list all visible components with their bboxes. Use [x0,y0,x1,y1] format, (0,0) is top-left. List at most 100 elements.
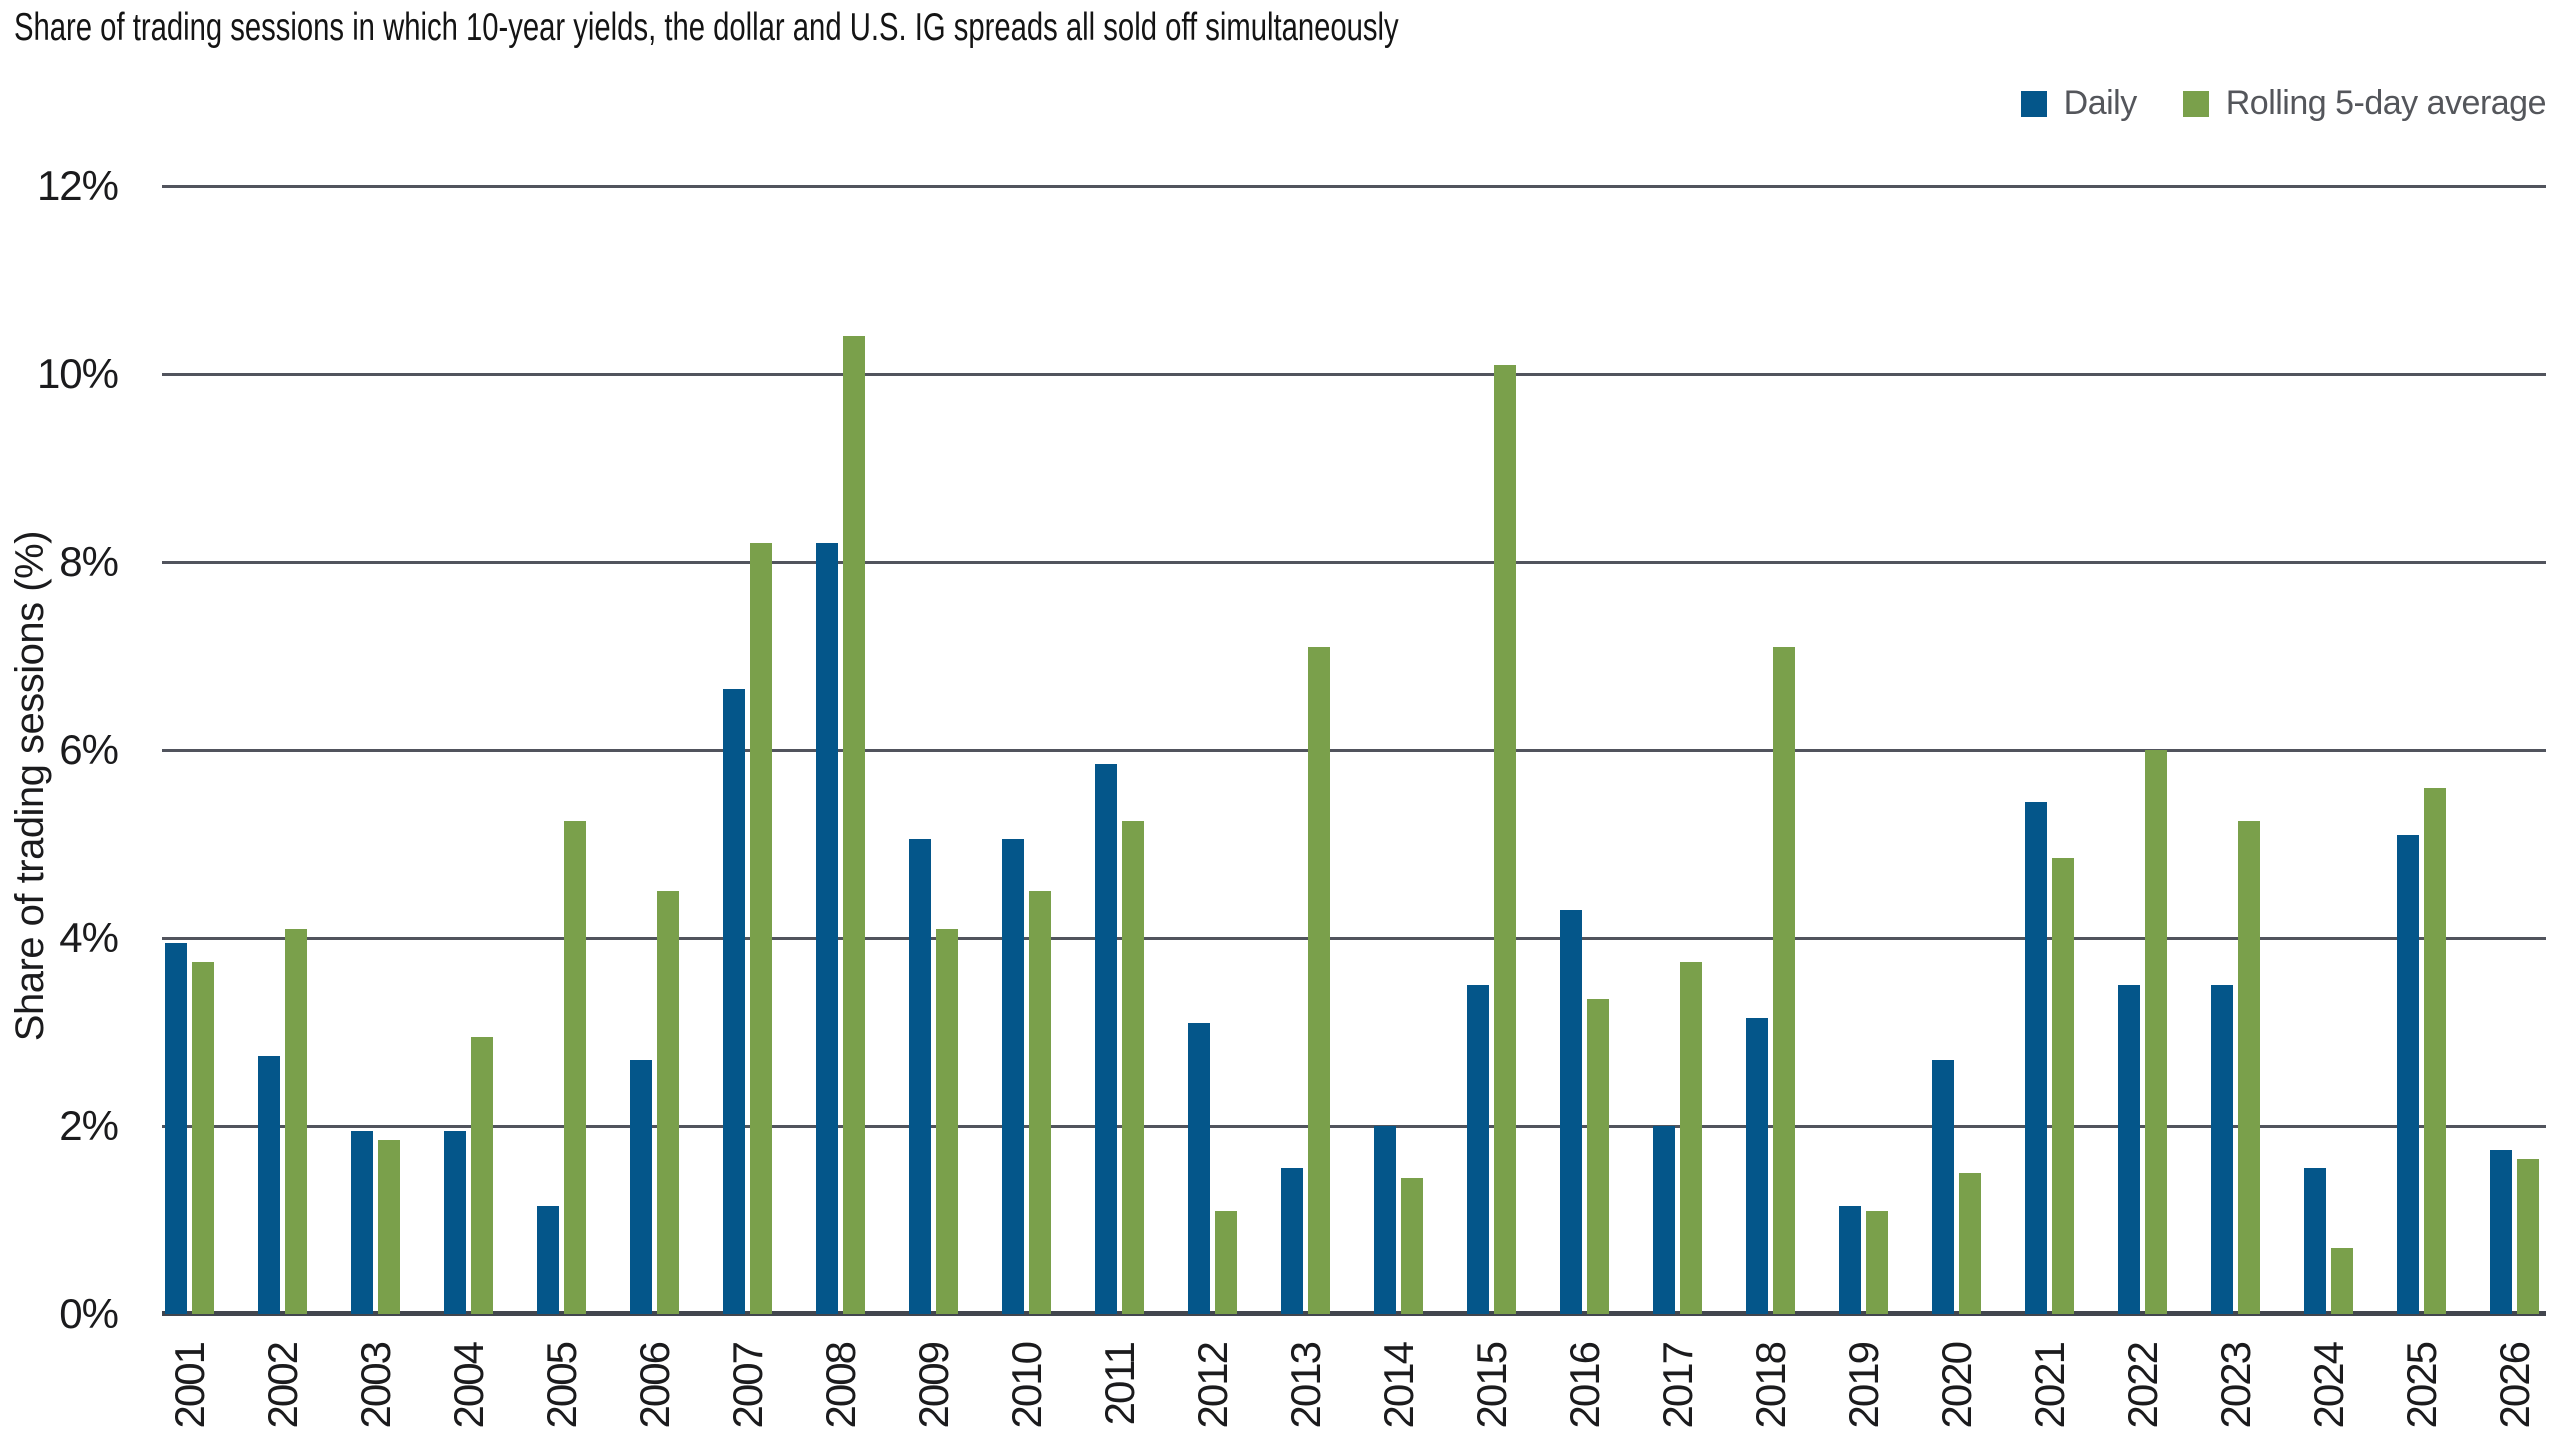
bar-daily-2018 [1746,1017,1768,1314]
bar-rolling-2024 [2331,1248,2353,1314]
bar-daily-2014 [1374,1126,1396,1314]
gridline-4 [162,936,2546,940]
bar-daily-2022 [2118,985,2140,1314]
bar-rolling-2021 [2052,858,2074,1314]
x-tick-label-2011: 2011 [1095,1343,1143,1426]
bar-daily-2005 [537,1205,559,1314]
bar-rolling-2001 [192,961,214,1314]
bar-daily-2024 [2304,1168,2326,1314]
bar-rolling-2006 [657,891,679,1314]
bar-rolling-2010 [1029,891,1051,1314]
gridline-10 [162,372,2546,376]
y-tick-label-4: 4% [59,914,119,961]
chart-title: Share of trading sessions in which 10-ye… [14,6,1399,49]
x-tick-label-2010: 2010 [1002,1343,1050,1429]
gridline-6 [162,748,2546,752]
x-tick-label-2025: 2025 [2397,1343,2445,1429]
bar-daily-2021 [2025,801,2047,1314]
x-tick-label-2009: 2009 [909,1343,957,1429]
x-tick-label-2014: 2014 [1374,1343,1422,1429]
x-tick-label-2022: 2022 [2118,1343,2166,1429]
gridline-12 [162,184,2546,188]
x-tick-label-2020: 2020 [1932,1343,1980,1429]
bar-daily-2001 [165,942,187,1314]
legend: Daily Rolling 5-day average [2020,84,2547,123]
x-tick-label-2024: 2024 [2304,1343,2352,1429]
plot-area [162,184,2546,1316]
bar-daily-2019 [1839,1205,1861,1314]
bar-rolling-2005 [564,820,586,1314]
bar-rolling-2007 [750,543,772,1314]
x-tick-label-2008: 2008 [816,1343,864,1429]
bar-rolling-2022 [2145,750,2167,1314]
bar-rolling-2015 [1494,364,1516,1314]
gridline-2 [162,1124,2546,1128]
x-tick-label-2003: 2003 [351,1343,399,1429]
bar-daily-2004 [444,1130,466,1314]
x-tick-label-2001: 2001 [165,1343,213,1429]
bar-rolling-2023 [2238,820,2260,1314]
bar-daily-2012 [1188,1022,1210,1314]
legend-label-rolling: Rolling 5-day average [2225,84,2547,122]
bar-rolling-2018 [1773,646,1795,1314]
bar-rolling-2020 [1959,1173,1981,1314]
bar-daily-2023 [2211,985,2233,1314]
y-tick-label-8: 8% [59,538,119,585]
x-tick-label-2007: 2007 [723,1343,771,1429]
bar-rolling-2003 [378,1140,400,1314]
bar-rolling-2004 [471,1036,493,1314]
x-axis-line [162,1311,2546,1316]
bar-daily-2007 [723,688,745,1314]
bar-rolling-2009 [936,928,958,1314]
bar-rolling-2002 [285,928,307,1314]
y-tick-label-10: 10% [36,350,119,397]
bar-daily-2020 [1932,1060,1954,1314]
y-axis-title: Share of trading sessions (%) [8,531,52,1042]
bar-rolling-2008 [843,336,865,1314]
bar-daily-2017 [1653,1126,1675,1314]
x-tick-label-2017: 2017 [1653,1343,1701,1429]
gridline-8 [162,560,2546,564]
x-tick-label-2018: 2018 [1746,1343,1794,1429]
x-tick-label-2019: 2019 [1839,1343,1887,1429]
bar-rolling-2019 [1866,1210,1888,1314]
y-tick-label-12: 12% [36,162,119,209]
legend-swatch-rolling [2182,90,2209,117]
y-tick-label-6: 6% [59,726,119,773]
legend-label-daily: Daily [2063,84,2138,122]
bar-daily-2009 [909,839,931,1314]
bar-rolling-2012 [1215,1210,1237,1314]
bar-daily-2016 [1560,909,1582,1314]
x-tick-label-2002: 2002 [258,1343,306,1429]
bar-daily-2025 [2397,834,2419,1314]
x-tick-label-2013: 2013 [1281,1343,1329,1429]
bar-rolling-2016 [1587,999,1609,1314]
x-tick-label-2005: 2005 [537,1343,585,1429]
bar-daily-2026 [2490,1149,2512,1314]
bar-rolling-2026 [2517,1158,2539,1314]
legend-swatch-daily [2020,90,2047,117]
bar-daily-2013 [1281,1168,1303,1314]
x-tick-label-2006: 2006 [630,1343,678,1429]
x-tick-label-2021: 2021 [2025,1343,2073,1429]
x-tick-label-2016: 2016 [1560,1343,1608,1429]
legend-item-daily: Daily [2020,84,2138,123]
bar-daily-2003 [351,1130,373,1314]
x-tick-label-2012: 2012 [1188,1343,1236,1429]
bar-rolling-2017 [1680,961,1702,1314]
y-tick-label-2: 2% [59,1102,119,1149]
x-tick-label-2004: 2004 [444,1343,492,1429]
bar-daily-2002 [258,1055,280,1314]
y-tick-label-0: 0% [59,1290,119,1337]
bar-rolling-2011 [1122,820,1144,1314]
bar-rolling-2013 [1308,646,1330,1314]
bar-daily-2011 [1095,764,1117,1314]
bar-daily-2010 [1002,839,1024,1314]
bar-rolling-2014 [1401,1177,1423,1314]
bar-rolling-2025 [2424,787,2446,1314]
bar-daily-2008 [816,543,838,1314]
x-tick-label-2026: 2026 [2490,1343,2538,1429]
bar-daily-2015 [1467,985,1489,1314]
x-tick-label-2023: 2023 [2211,1343,2259,1429]
